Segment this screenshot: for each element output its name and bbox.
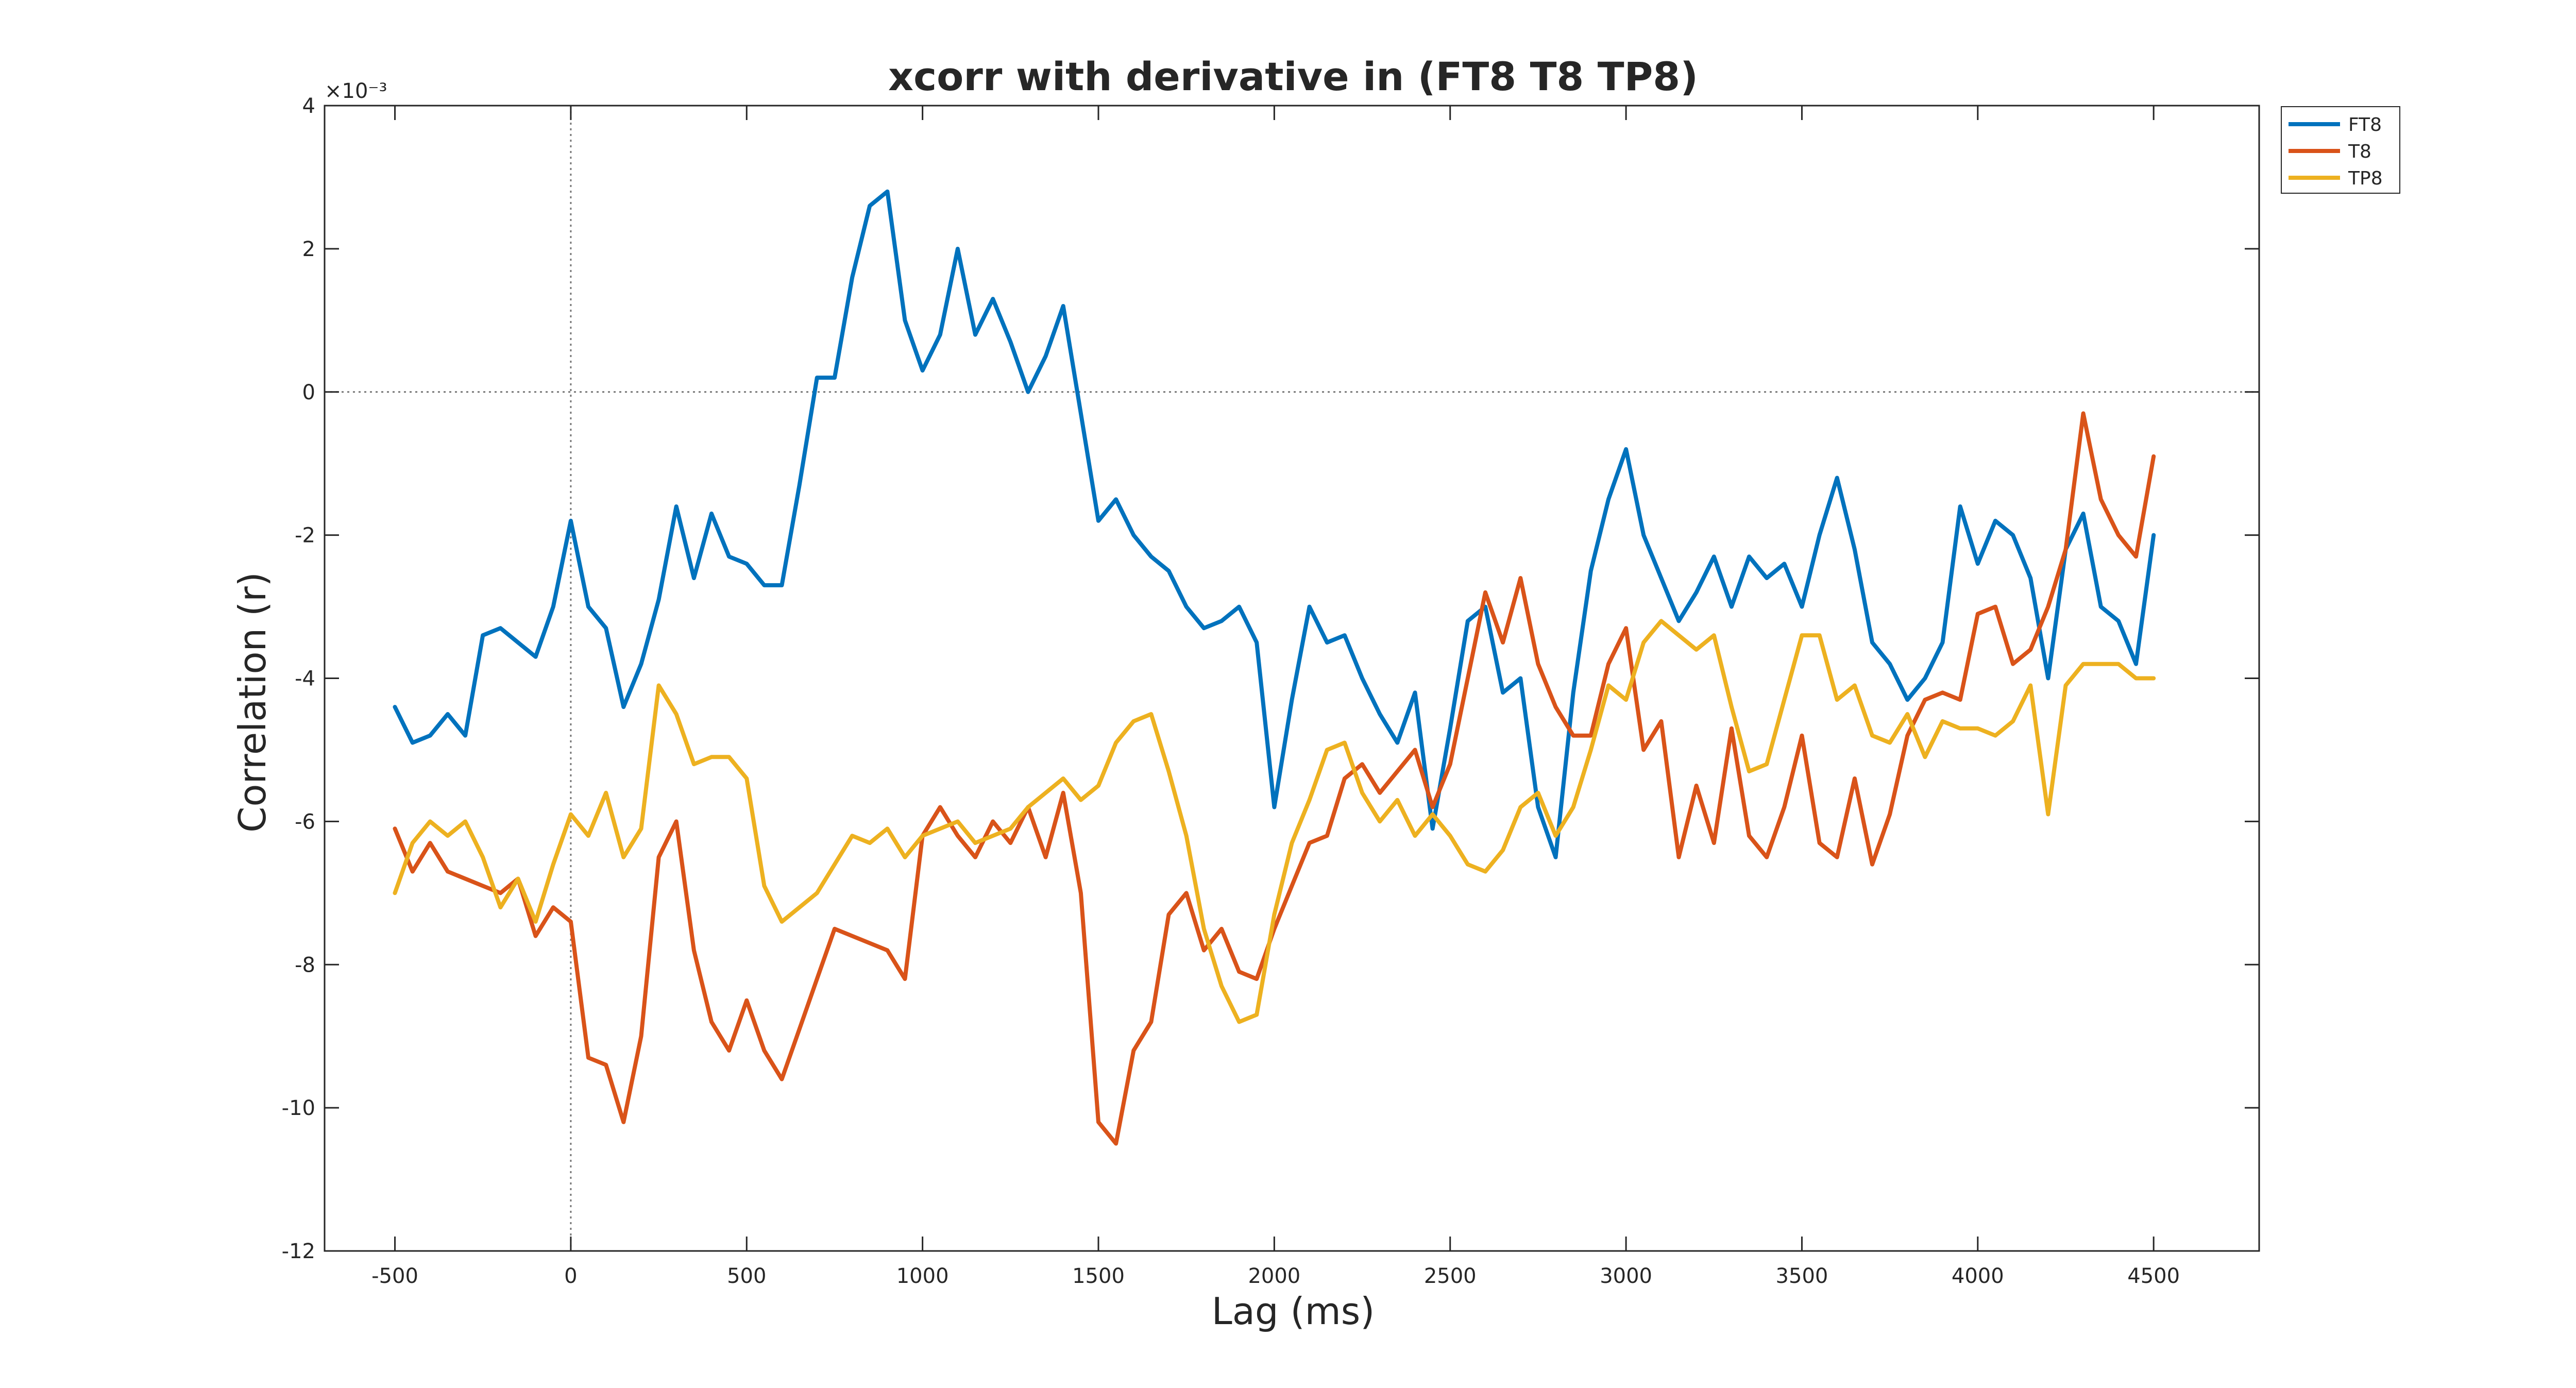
y-tick-label: 0 (302, 381, 315, 404)
x-tick-label: 1500 (1072, 1264, 1125, 1288)
y-tick-label: -2 (295, 524, 315, 548)
legend-label-ft8: FT8 (2348, 114, 2382, 136)
x-tick-label: 0 (564, 1264, 577, 1288)
x-tick-label: 500 (727, 1264, 766, 1288)
y-tick-label: -12 (282, 1240, 315, 1263)
plot-area: -500 0 500 1000 1500 2000 2500 3000 3500 4000 4500… (282, 94, 2260, 1288)
x-tick-label: 4500 (2127, 1264, 2180, 1288)
y-tick-label: 4 (302, 94, 315, 118)
y-tick-label: -8 (295, 953, 315, 977)
x-tick-label: 1000 (896, 1264, 949, 1288)
legend-label-t8: T8 (2348, 141, 2371, 162)
chart-title: xcorr with derivative in (FT8 T8 TP8) (888, 54, 1698, 99)
x-tick-label: 2000 (1248, 1264, 1300, 1288)
x-tick-label: 3500 (1776, 1264, 1828, 1288)
y-exponent-label: ×10⁻³ (325, 79, 387, 103)
x-tick-label: 2500 (1424, 1264, 1477, 1288)
x-tick-label: -500 (371, 1264, 418, 1288)
y-axis-label: Correlation (r) (231, 572, 274, 833)
legend: FT8 T8 TP8 (2281, 106, 2400, 194)
y-tick-label: -10 (282, 1096, 315, 1120)
series-line-t8 (393, 411, 2156, 1146)
x-tick-label: 4000 (1952, 1264, 2004, 1288)
legend-label-tp8: TP8 (2348, 168, 2383, 189)
y-tick-label: -6 (295, 810, 315, 834)
y-tick-label: 2 (302, 238, 315, 261)
x-tick-label: 3000 (1600, 1264, 1652, 1288)
series-line-tp8 (393, 619, 2156, 1024)
x-axis-label: Lag (ms) (1212, 1290, 1375, 1333)
y-tick-label: -4 (295, 667, 315, 691)
series-line-ft8 (393, 189, 2156, 859)
